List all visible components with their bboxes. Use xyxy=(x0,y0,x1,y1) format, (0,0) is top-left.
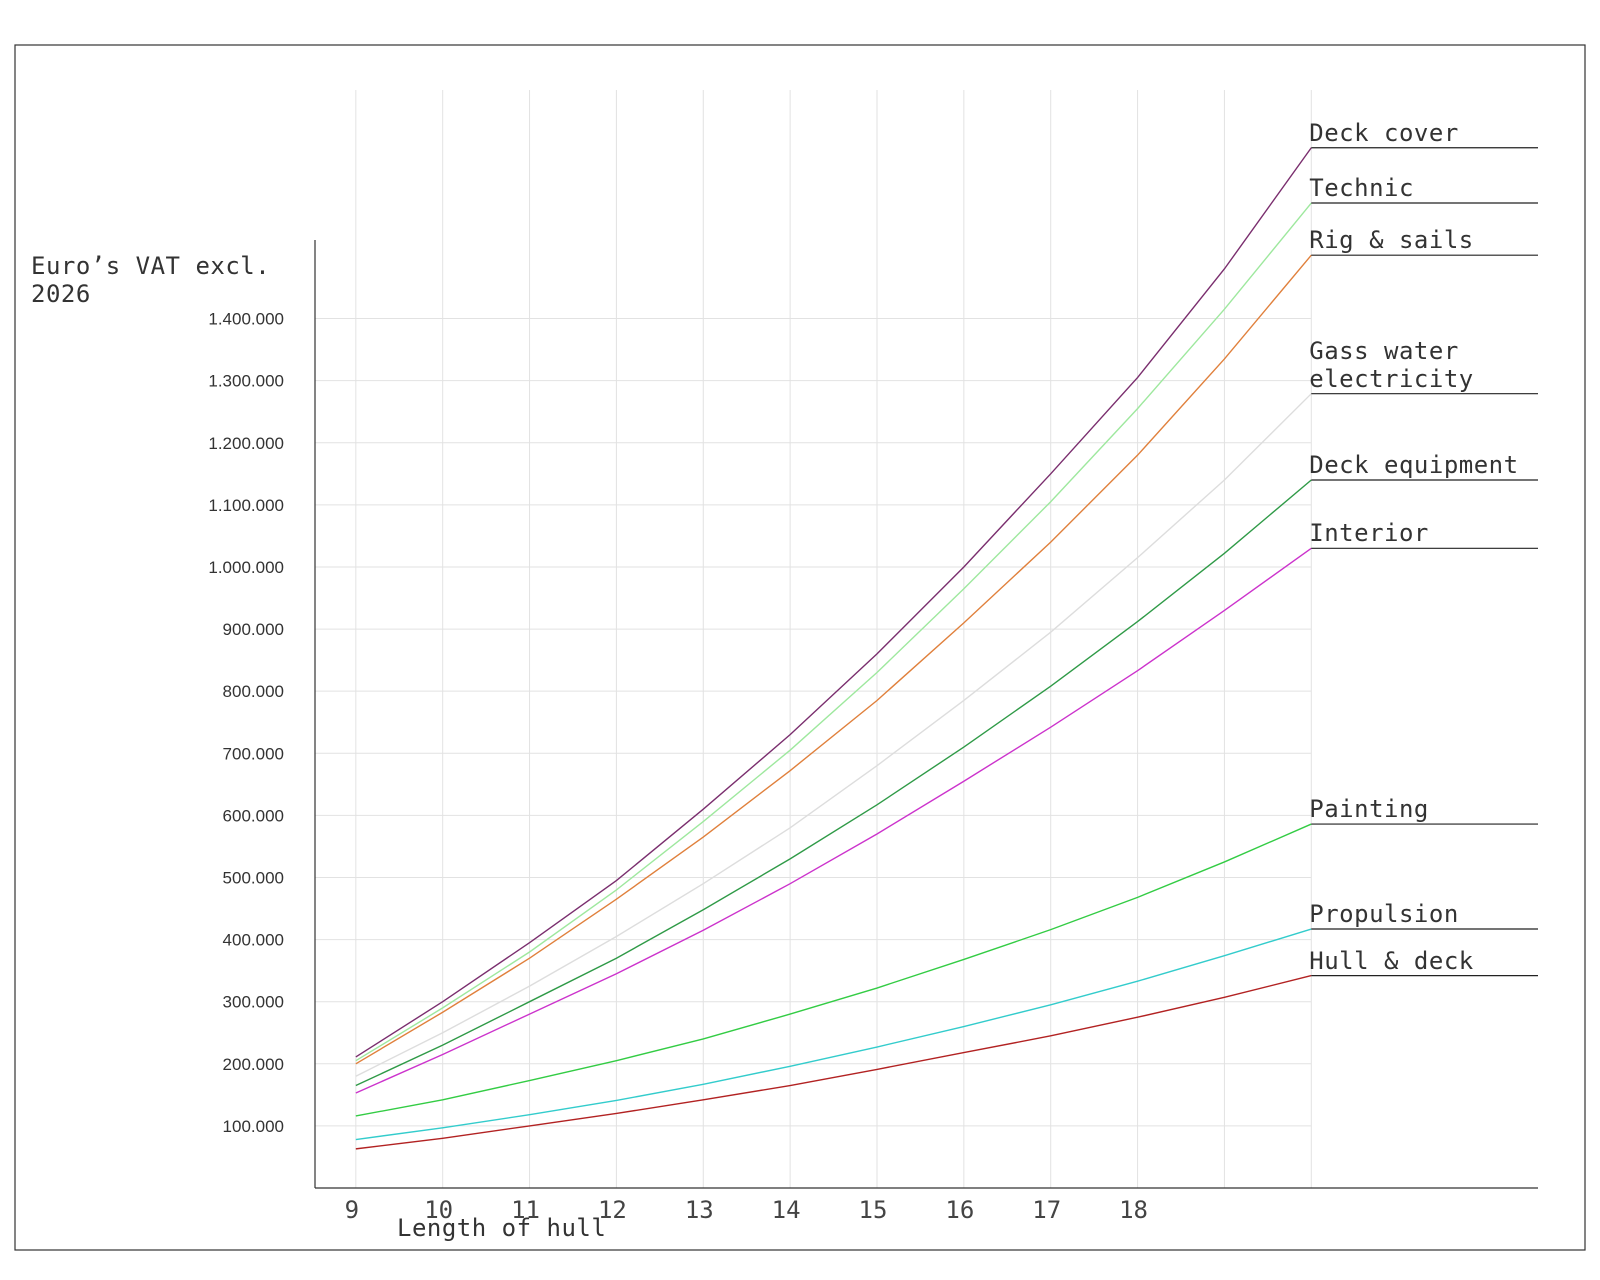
series-line xyxy=(355,202,1312,1062)
series-line xyxy=(355,823,1312,1117)
series-line xyxy=(355,254,1312,1065)
series-label: Technic xyxy=(1309,174,1414,203)
series-label: Hull & deck xyxy=(1309,946,1474,975)
series-lines xyxy=(355,147,1312,1150)
x-tick-label: 16 xyxy=(945,1196,974,1224)
series-line xyxy=(355,974,1312,1150)
y-tick-label: 900.000 xyxy=(223,620,284,639)
x-tick-label: 18 xyxy=(1119,1196,1148,1224)
series-label: Deck cover xyxy=(1309,118,1459,147)
series-line xyxy=(355,147,1312,1058)
series-line xyxy=(355,393,1312,1077)
y-axis-label: Euro’s VAT excl. 2026 xyxy=(31,252,271,308)
y-tick-label: 500.000 xyxy=(223,868,284,887)
axes xyxy=(314,240,1538,1189)
series-label: Propulsion xyxy=(1309,900,1459,929)
y-tick-label: 200.000 xyxy=(223,1055,284,1074)
series-line xyxy=(355,928,1312,1141)
series-label: Rig & sails xyxy=(1309,226,1474,255)
x-tick-label: 12 xyxy=(598,1196,627,1224)
x-tick-label: 11 xyxy=(511,1196,540,1224)
series-label: Gass water electricity xyxy=(1309,336,1474,393)
y-tick-label: 700.000 xyxy=(223,744,284,763)
y-tick-label: 1.200.000 xyxy=(208,434,284,453)
y-tick-label: 1.300.000 xyxy=(208,372,284,391)
y-tick-label: 800.000 xyxy=(223,682,284,701)
y-tick-label: 300.000 xyxy=(223,993,284,1012)
y-tick-label: 1.100.000 xyxy=(208,496,284,515)
y-tick-label: 400.000 xyxy=(223,931,284,950)
frame xyxy=(14,44,1586,1251)
series-label: Painting xyxy=(1309,795,1429,824)
y-tick-label: 600.000 xyxy=(223,806,284,825)
x-tick-label: 10 xyxy=(424,1196,453,1224)
series-line xyxy=(355,547,1312,1094)
x-tick-label: 14 xyxy=(772,1196,801,1224)
series-line xyxy=(355,479,1312,1087)
x-tick-label: 9 xyxy=(345,1196,359,1224)
y-tick-label: 100.000 xyxy=(223,1117,284,1136)
x-tick-label: 13 xyxy=(685,1196,714,1224)
series-label: Interior xyxy=(1309,519,1429,548)
y-tick-label: 1.000.000 xyxy=(208,558,284,577)
y-tick-label: 1.400.000 xyxy=(208,310,284,329)
x-axis-label: Length of hull xyxy=(397,1214,607,1242)
x-tick-label: 17 xyxy=(1032,1196,1061,1224)
x-tick-label: 15 xyxy=(859,1196,888,1224)
grid xyxy=(315,90,1312,1188)
series-label: Deck equipment xyxy=(1309,451,1519,480)
